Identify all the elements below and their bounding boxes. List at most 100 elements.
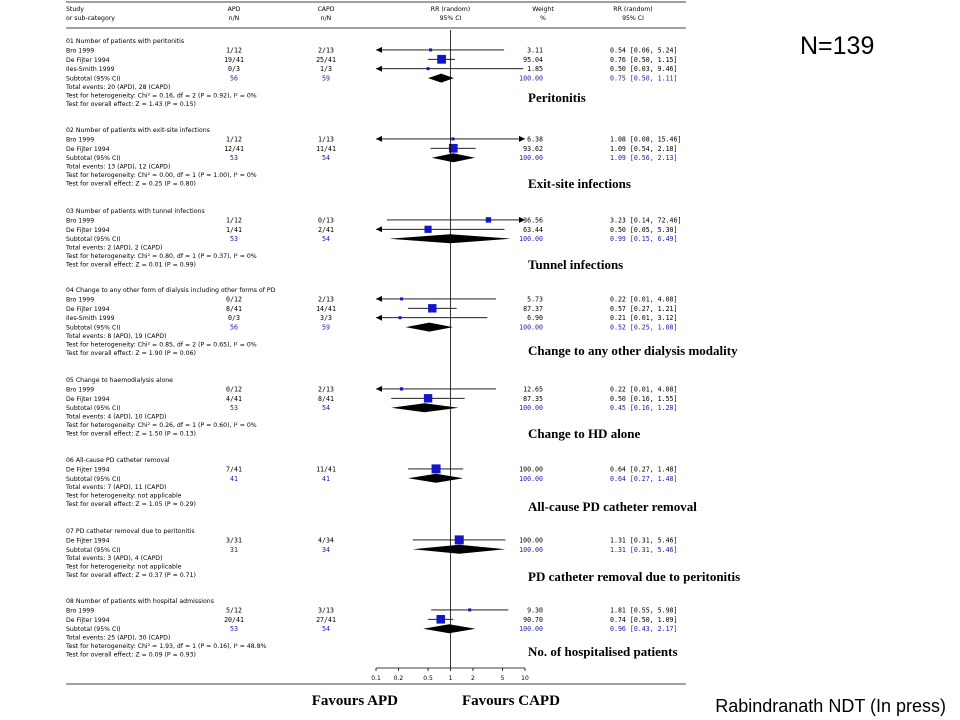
study-capd-events: 4/34 <box>318 536 334 544</box>
pooled-diamond <box>412 544 506 554</box>
group-note: Test for heterogeneity: not applicable <box>65 564 182 571</box>
subtotal-rr-ci: 0.64 [0.27, 1.48] <box>610 475 678 483</box>
group-note: Test for heterogeneity: Chi² = 1.93, df … <box>65 643 267 650</box>
subtotal-apd-n: 53 <box>230 235 238 243</box>
x-tick-label: 0.1 <box>371 675 381 682</box>
subtotal-capd-n: 34 <box>322 546 330 554</box>
study-apd-events: 20/41 <box>224 616 244 624</box>
x-tick-label: 5 <box>501 675 505 682</box>
ci-arrow-right <box>519 135 525 142</box>
group-header: 02 Number of patients with exit-site inf… <box>66 127 210 134</box>
group-note: Test for overall effect: Z = 0.01 (P = 0… <box>65 261 196 268</box>
subtotal-weight: 100.00 <box>519 625 543 633</box>
section-callout: Change to HD alone <box>528 426 641 441</box>
column-header-rr-text-line-1: RR (random) <box>613 6 652 13</box>
pooled-diamond <box>423 624 476 634</box>
column-header-weight-line-2: % <box>540 15 546 22</box>
study-apd-events: 0/12 <box>226 295 242 303</box>
weight-square <box>437 54 447 64</box>
group-header: 08 Number of patients with hospital admi… <box>66 598 214 605</box>
study-rr-ci: 1.09 [0.54, 2.18] <box>610 145 678 153</box>
group-note: Total events: 2 (APD), 2 (CAPD) <box>65 245 163 252</box>
study-apd-events: 1/12 <box>226 216 242 224</box>
weight-square <box>436 615 446 624</box>
subtotal-rr-ci: 1.31 [0.31, 5.46] <box>610 546 678 554</box>
weight-square <box>426 67 430 71</box>
group-note: Total events: 4 (APD), 10 (CAPD) <box>65 414 166 421</box>
subtotal-capd-n: 54 <box>322 154 330 162</box>
study-name: De Fijter 1994 <box>66 617 110 624</box>
group-note: Test for heterogeneity: Chi² = 0.85, df … <box>65 341 257 348</box>
subtotal-rr-ci: 0.99 [0.15, 6.49] <box>610 235 678 243</box>
group-note: Test for overall effect: Z = 1.90 (P = 0… <box>65 350 196 357</box>
study-capd-events: 14/41 <box>316 305 336 313</box>
study-capd-events: 3/13 <box>318 606 334 614</box>
study-rr-ci: 1.31 [0.31, 5.46] <box>610 536 678 544</box>
x-tick-label: 0.2 <box>394 675 404 682</box>
subtotal-rr-ci: 0.75 [0.50, 1.11] <box>610 75 678 83</box>
weight-square <box>399 387 404 391</box>
study-apd-events: 1/12 <box>226 46 242 54</box>
study-apd-events: 19/41 <box>224 56 244 64</box>
section-callout: Exit-site infections <box>528 176 631 191</box>
pooled-diamond <box>431 153 475 163</box>
ci-arrow-left <box>376 314 382 321</box>
weight-square <box>485 217 492 223</box>
study-apd-events: 7/41 <box>226 465 242 473</box>
study-capd-events: 8/41 <box>318 395 334 403</box>
study-capd-events: 11/41 <box>316 465 336 473</box>
subtotal-apd-n: 53 <box>230 404 238 412</box>
weight-square <box>451 137 455 141</box>
group-header: 03 Number of patients with tunnel infect… <box>66 208 205 215</box>
weight-square <box>448 143 458 153</box>
ci-arrow-left <box>376 46 382 53</box>
group-header: 05 Change to haemodialysis alone <box>66 377 173 384</box>
group-note: Test for overall effect: Z = 1.43 (P = 0… <box>65 101 196 108</box>
study-rr-ci: 0.76 [0.50, 1.15] <box>610 56 678 64</box>
subtotal-label: Subtotal (95% CI) <box>66 476 121 483</box>
subtotal-capd-n: 54 <box>322 625 330 633</box>
sample-size-label: N=139 <box>800 32 874 60</box>
group-note: Test for overall effect: Z = 0.25 (P = 0… <box>65 180 196 187</box>
study-name: De Fijter 1994 <box>66 466 110 473</box>
study-rr-ci: 1.08 [0.08, 15.46] <box>610 135 681 143</box>
subtotal-weight: 100.00 <box>519 235 543 243</box>
subtotal-apd-n: 31 <box>230 546 238 554</box>
subtotal-capd-n: 59 <box>322 324 330 332</box>
weight-square <box>400 297 404 301</box>
ci-arrow-left <box>376 295 382 302</box>
ci-arrow-left <box>376 135 382 142</box>
group-note: Total events: 8 (APD), 19 (CAPD) <box>65 333 166 340</box>
study-weight: 95.04 <box>523 56 543 64</box>
pooled-diamond <box>391 403 459 413</box>
weight-square <box>424 225 432 233</box>
study-rr-ci: 0.22 [0.01, 4.08] <box>610 295 678 303</box>
column-header-weight-line-1: Weight <box>532 6 554 13</box>
study-capd-events: 1/3 <box>320 65 332 73</box>
subtotal-apd-n: 53 <box>230 625 238 633</box>
subtotal-capd-n: 59 <box>322 75 330 83</box>
study-name: Iles-Smith 1999 <box>66 315 115 322</box>
study-capd-events: 0/13 <box>318 216 334 224</box>
study-capd-events: 25/41 <box>316 56 336 64</box>
group-header: 01 Number of patients with peritonitis <box>66 38 184 45</box>
section-callout: No. of hospitalised patients <box>528 644 678 659</box>
column-header-apd-line-1: APD <box>228 6 241 13</box>
group-note: Test for overall effect: Z = 0.37 (P = 0… <box>65 572 196 579</box>
ci-arrow-left <box>376 65 382 72</box>
column-header-rr-plot-line-1: RR (random) <box>431 6 470 13</box>
study-name: De Fijter 1994 <box>66 396 110 403</box>
study-rr-ci: 0.50 [0.03, 9.46] <box>610 65 678 73</box>
study-rr-ci: 0.21 [0.01, 3.12] <box>610 314 678 322</box>
study-apd-events: 1/41 <box>226 226 242 234</box>
pooled-diamond <box>405 322 453 332</box>
group-note: Test for heterogeneity: Chi² = 0.16, df … <box>65 92 257 99</box>
study-name: Iles-Smith 1999 <box>66 66 115 73</box>
group-note: Test for heterogeneity: Chi² = 0.80, df … <box>65 253 257 260</box>
study-rr-ci: 0.74 [0.50, 1.09] <box>610 616 678 624</box>
subtotal-rr-ci: 1.09 [0.56, 2.13] <box>610 154 678 162</box>
subtotal-rr-ci: 0.52 [0.25, 1.08] <box>610 324 678 332</box>
subtotal-weight: 100.00 <box>519 324 543 332</box>
subtotal-label: Subtotal (95% CI) <box>66 547 121 554</box>
